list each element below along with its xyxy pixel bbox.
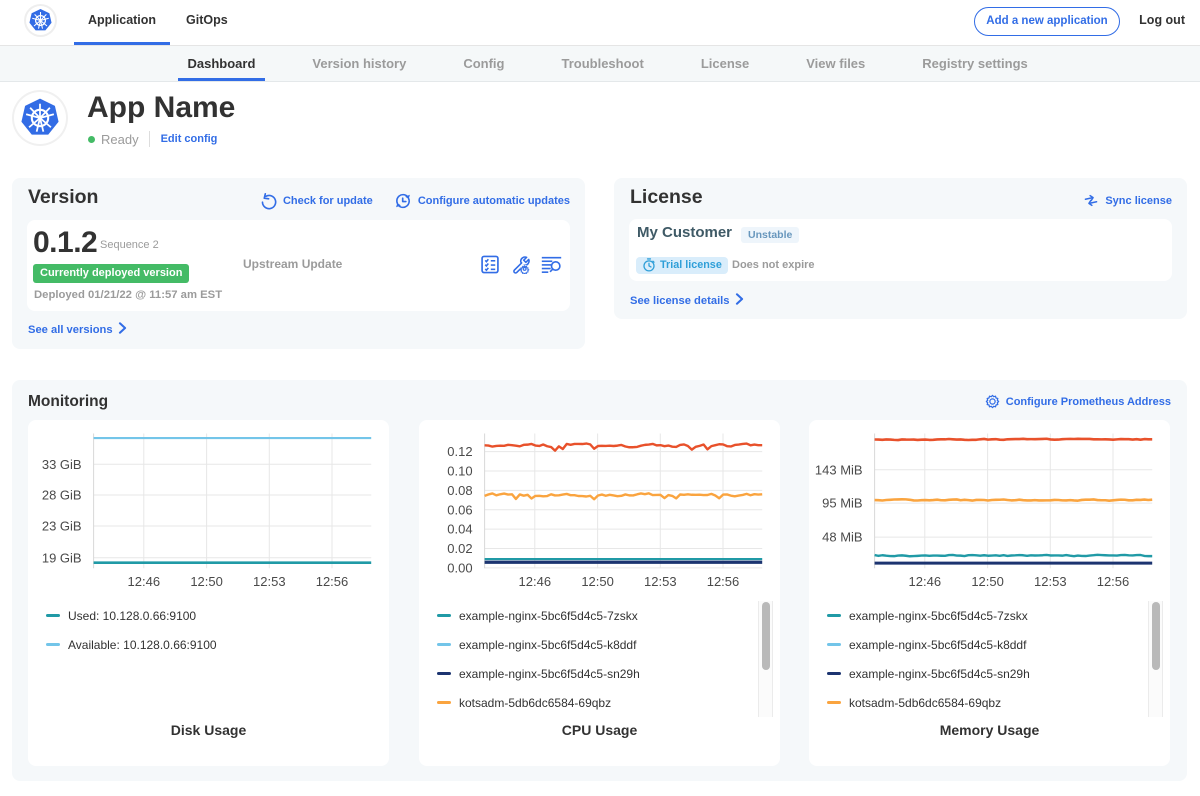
svg-text:12:53: 12:53: [253, 574, 286, 589]
svg-text:95 MiB: 95 MiB: [822, 496, 862, 511]
svg-text:12:50: 12:50: [971, 574, 1004, 589]
svg-text:12:53: 12:53: [1034, 574, 1067, 589]
svg-text:0.02: 0.02: [447, 541, 472, 556]
svg-text:0.04: 0.04: [447, 522, 472, 537]
svg-text:0.12: 0.12: [447, 444, 472, 459]
svg-text:12:46: 12:46: [519, 574, 552, 589]
svg-text:0.08: 0.08: [447, 483, 472, 498]
svg-text:12:56: 12:56: [316, 574, 349, 589]
svg-text:12:56: 12:56: [1097, 574, 1130, 589]
svg-text:0.06: 0.06: [447, 502, 472, 517]
svg-text:0.00: 0.00: [447, 560, 472, 575]
svg-text:48 MiB: 48 MiB: [822, 530, 862, 545]
svg-text:28 GiB: 28 GiB: [42, 488, 82, 503]
svg-text:12:46: 12:46: [128, 574, 161, 589]
svg-text:12:53: 12:53: [644, 574, 677, 589]
svg-text:19 GiB: 19 GiB: [42, 550, 82, 565]
svg-text:12:46: 12:46: [909, 574, 942, 589]
svg-text:143 MiB: 143 MiB: [815, 462, 863, 477]
svg-text:12:56: 12:56: [707, 574, 740, 589]
svg-text:12:50: 12:50: [190, 574, 223, 589]
svg-text:12:50: 12:50: [581, 574, 614, 589]
svg-text:23 GiB: 23 GiB: [42, 519, 82, 534]
svg-text:33 GiB: 33 GiB: [42, 457, 82, 472]
svg-text:0.10: 0.10: [447, 464, 472, 479]
